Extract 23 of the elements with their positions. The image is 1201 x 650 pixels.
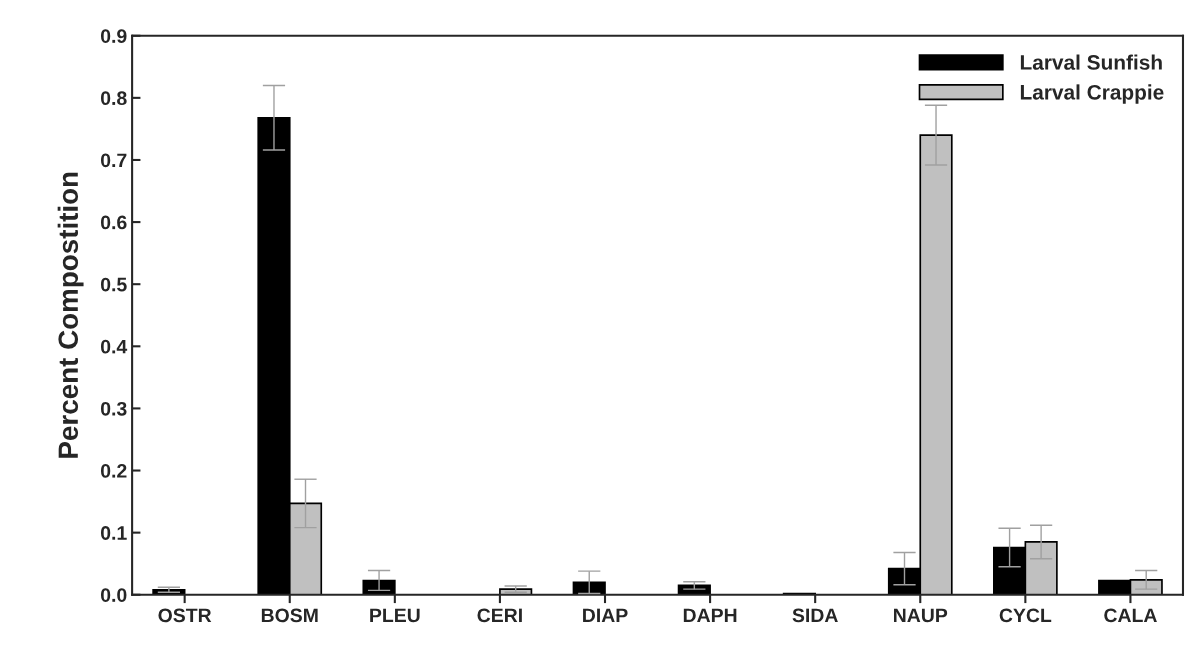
- y-tick-label: 0.7: [100, 153, 127, 168]
- legend-label: Larval Sunfish: [1020, 54, 1162, 70]
- x-tick-label: SIDA: [792, 608, 838, 623]
- x-tick-label: OSTR: [158, 608, 212, 623]
- y-tick-label: 0.9: [100, 29, 127, 43]
- y-tick-label: 0.6: [100, 215, 127, 230]
- x-tick-label: DIAP: [583, 608, 628, 623]
- x-tick-label: CALA: [1104, 608, 1157, 623]
- y-tick-label: 0.3: [100, 401, 127, 416]
- x-tick-label: BOSM: [261, 608, 318, 623]
- y-tick-label: 0.0: [100, 588, 127, 602]
- x-tick-label: CYCL: [999, 608, 1052, 623]
- legend-label: Larval Crappie: [1020, 84, 1164, 104]
- x-tick-label: CERI: [477, 608, 522, 623]
- y-tick-label: 0.2: [100, 464, 127, 478]
- y-tick-label: 0.1: [100, 526, 127, 540]
- y-axis-title: Percent Compostition: [57, 172, 84, 458]
- y-tick-label: 0.4: [100, 339, 128, 354]
- y-tick-label: 0.5: [100, 277, 127, 292]
- x-tick-label: PLEU: [370, 608, 420, 623]
- x-tick-label: NAUP: [894, 608, 948, 623]
- y-tick-label: 0.8: [100, 91, 127, 106]
- x-tick-label: DAPH: [683, 608, 737, 623]
